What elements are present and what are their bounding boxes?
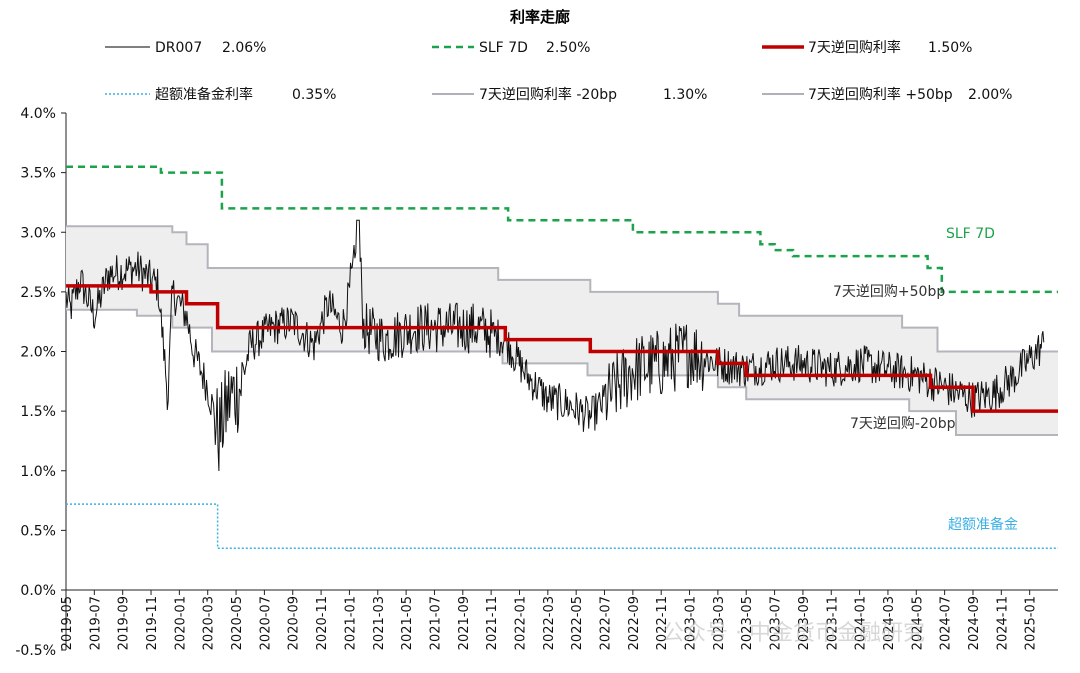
x-tick-label: 2025-01	[1024, 596, 1039, 650]
x-tick-label: 2023-09	[797, 596, 812, 650]
series-dr007	[65, 219, 1045, 472]
x-tick-label: 2024-05	[910, 596, 925, 650]
legend-label: DR007	[155, 40, 202, 56]
x-tick-label: 2020-01	[173, 596, 188, 650]
legend-label: 7天逆回购利率 +50bp	[808, 86, 953, 103]
x-tick-label: 2020-07	[258, 596, 273, 650]
series-7	[66, 284, 1058, 413]
x-tick-label: 2023-01	[684, 596, 699, 650]
x-tick-label: 2024-07	[939, 596, 954, 650]
x-tick-label: 2023-11	[825, 596, 840, 650]
x-tick-label: 2019-07	[88, 596, 103, 650]
x-tick-label: 2019-09	[117, 596, 132, 650]
x-tick-label: 2022-01	[513, 596, 528, 650]
legend-value: 2.06%	[222, 40, 266, 56]
series-7-50bp	[66, 225, 1058, 353]
annotation-label: 超额准备金	[948, 516, 1018, 533]
legend-label: SLF 7D	[479, 40, 528, 56]
legend-value: 0.35%	[292, 87, 336, 103]
annotation-label: SLF 7D	[946, 226, 995, 242]
x-tick-label: 2022-07	[599, 596, 614, 650]
x-tick-label: 2020-09	[287, 596, 302, 650]
x-tick-label: 2024-09	[967, 596, 982, 650]
x-tick-label: 2022-11	[655, 596, 670, 650]
legend: DR007 2.06% SLF 7D 2.50% 7天逆回购利率 1.50% 超额准备金利率…	[105, 39, 1012, 103]
x-tick-label: 2021-01	[343, 596, 358, 650]
legend-label: 超额准备金利率	[155, 86, 253, 103]
x-tick-label: 2021-11	[485, 596, 500, 650]
axes: 4.0% 3.5% 3.0% 2.5% 2.0% 1.5% 1.0% 0.5% 0.0% -0.5…	[15, 106, 1058, 659]
x-tick-label: 2023-07	[769, 596, 784, 650]
chart-title: 利率走廊	[510, 8, 570, 26]
legend-label: 7天逆回购利率	[808, 39, 901, 56]
x-tick-label: 2021-05	[400, 596, 415, 650]
series-7-20bp	[66, 308, 1058, 436]
x-tick-label: 2024-01	[854, 596, 869, 650]
watermark: 公众号 · 中金货币金融研究	[662, 621, 925, 646]
y-tick-label: 0.0%	[20, 583, 56, 599]
annotations: SLF 7D 7天逆回购+50bp 7天逆回购-20bp 超额准备金	[833, 226, 1018, 533]
y-tick-label: 3.0%	[20, 225, 56, 241]
x-tick-label: 2020-03	[202, 596, 217, 650]
x-tick-label: 2022-09	[627, 596, 642, 650]
x-tick-label: 2023-05	[740, 596, 755, 650]
x-tick-label: 2020-11	[315, 596, 330, 650]
x-tick-label: 2022-03	[542, 596, 557, 650]
y-tick-label: 0.5%	[20, 523, 56, 539]
legend-value: 1.30%	[663, 87, 707, 103]
x-tick-label: 2024-03	[882, 596, 897, 650]
annotation-label: 7天逆回购+50bp	[833, 284, 945, 300]
annotation-label: 7天逆回购-20bp	[850, 416, 956, 432]
legend-label: 7天逆回购利率 -20bp	[479, 86, 617, 103]
y-tick-label: 4.0%	[20, 106, 56, 122]
x-tick-label: 2021-09	[457, 596, 472, 650]
legend-value: 2.50%	[546, 40, 590, 56]
legend-value: 2.00%	[968, 87, 1012, 103]
y-tick-label: 2.0%	[20, 345, 56, 361]
x-tick-label: 2019-11	[145, 596, 160, 650]
x-tick-label: 2021-03	[372, 596, 387, 650]
x-tick-label: 2021-07	[428, 596, 443, 650]
series-slf-7d	[66, 165, 1058, 294]
series-group	[65, 165, 1058, 550]
x-tick-label: 2019-05	[60, 596, 75, 650]
series-	[66, 503, 1058, 550]
y-tick-label: 1.5%	[20, 404, 56, 420]
band-fill	[66, 226, 1058, 435]
y-tick-label: 3.5%	[20, 166, 56, 182]
x-tick-label: 2023-03	[712, 596, 727, 650]
legend-value: 1.50%	[928, 40, 972, 56]
x-tick-label: 2020-05	[230, 596, 245, 650]
x-tick-label: 2024-11	[995, 596, 1010, 650]
y-tick-label: 1.0%	[20, 464, 56, 480]
x-tick-label: 2022-05	[570, 596, 585, 650]
y-tick-label: 2.5%	[20, 285, 56, 301]
y-tick-label: -0.5%	[15, 643, 56, 659]
